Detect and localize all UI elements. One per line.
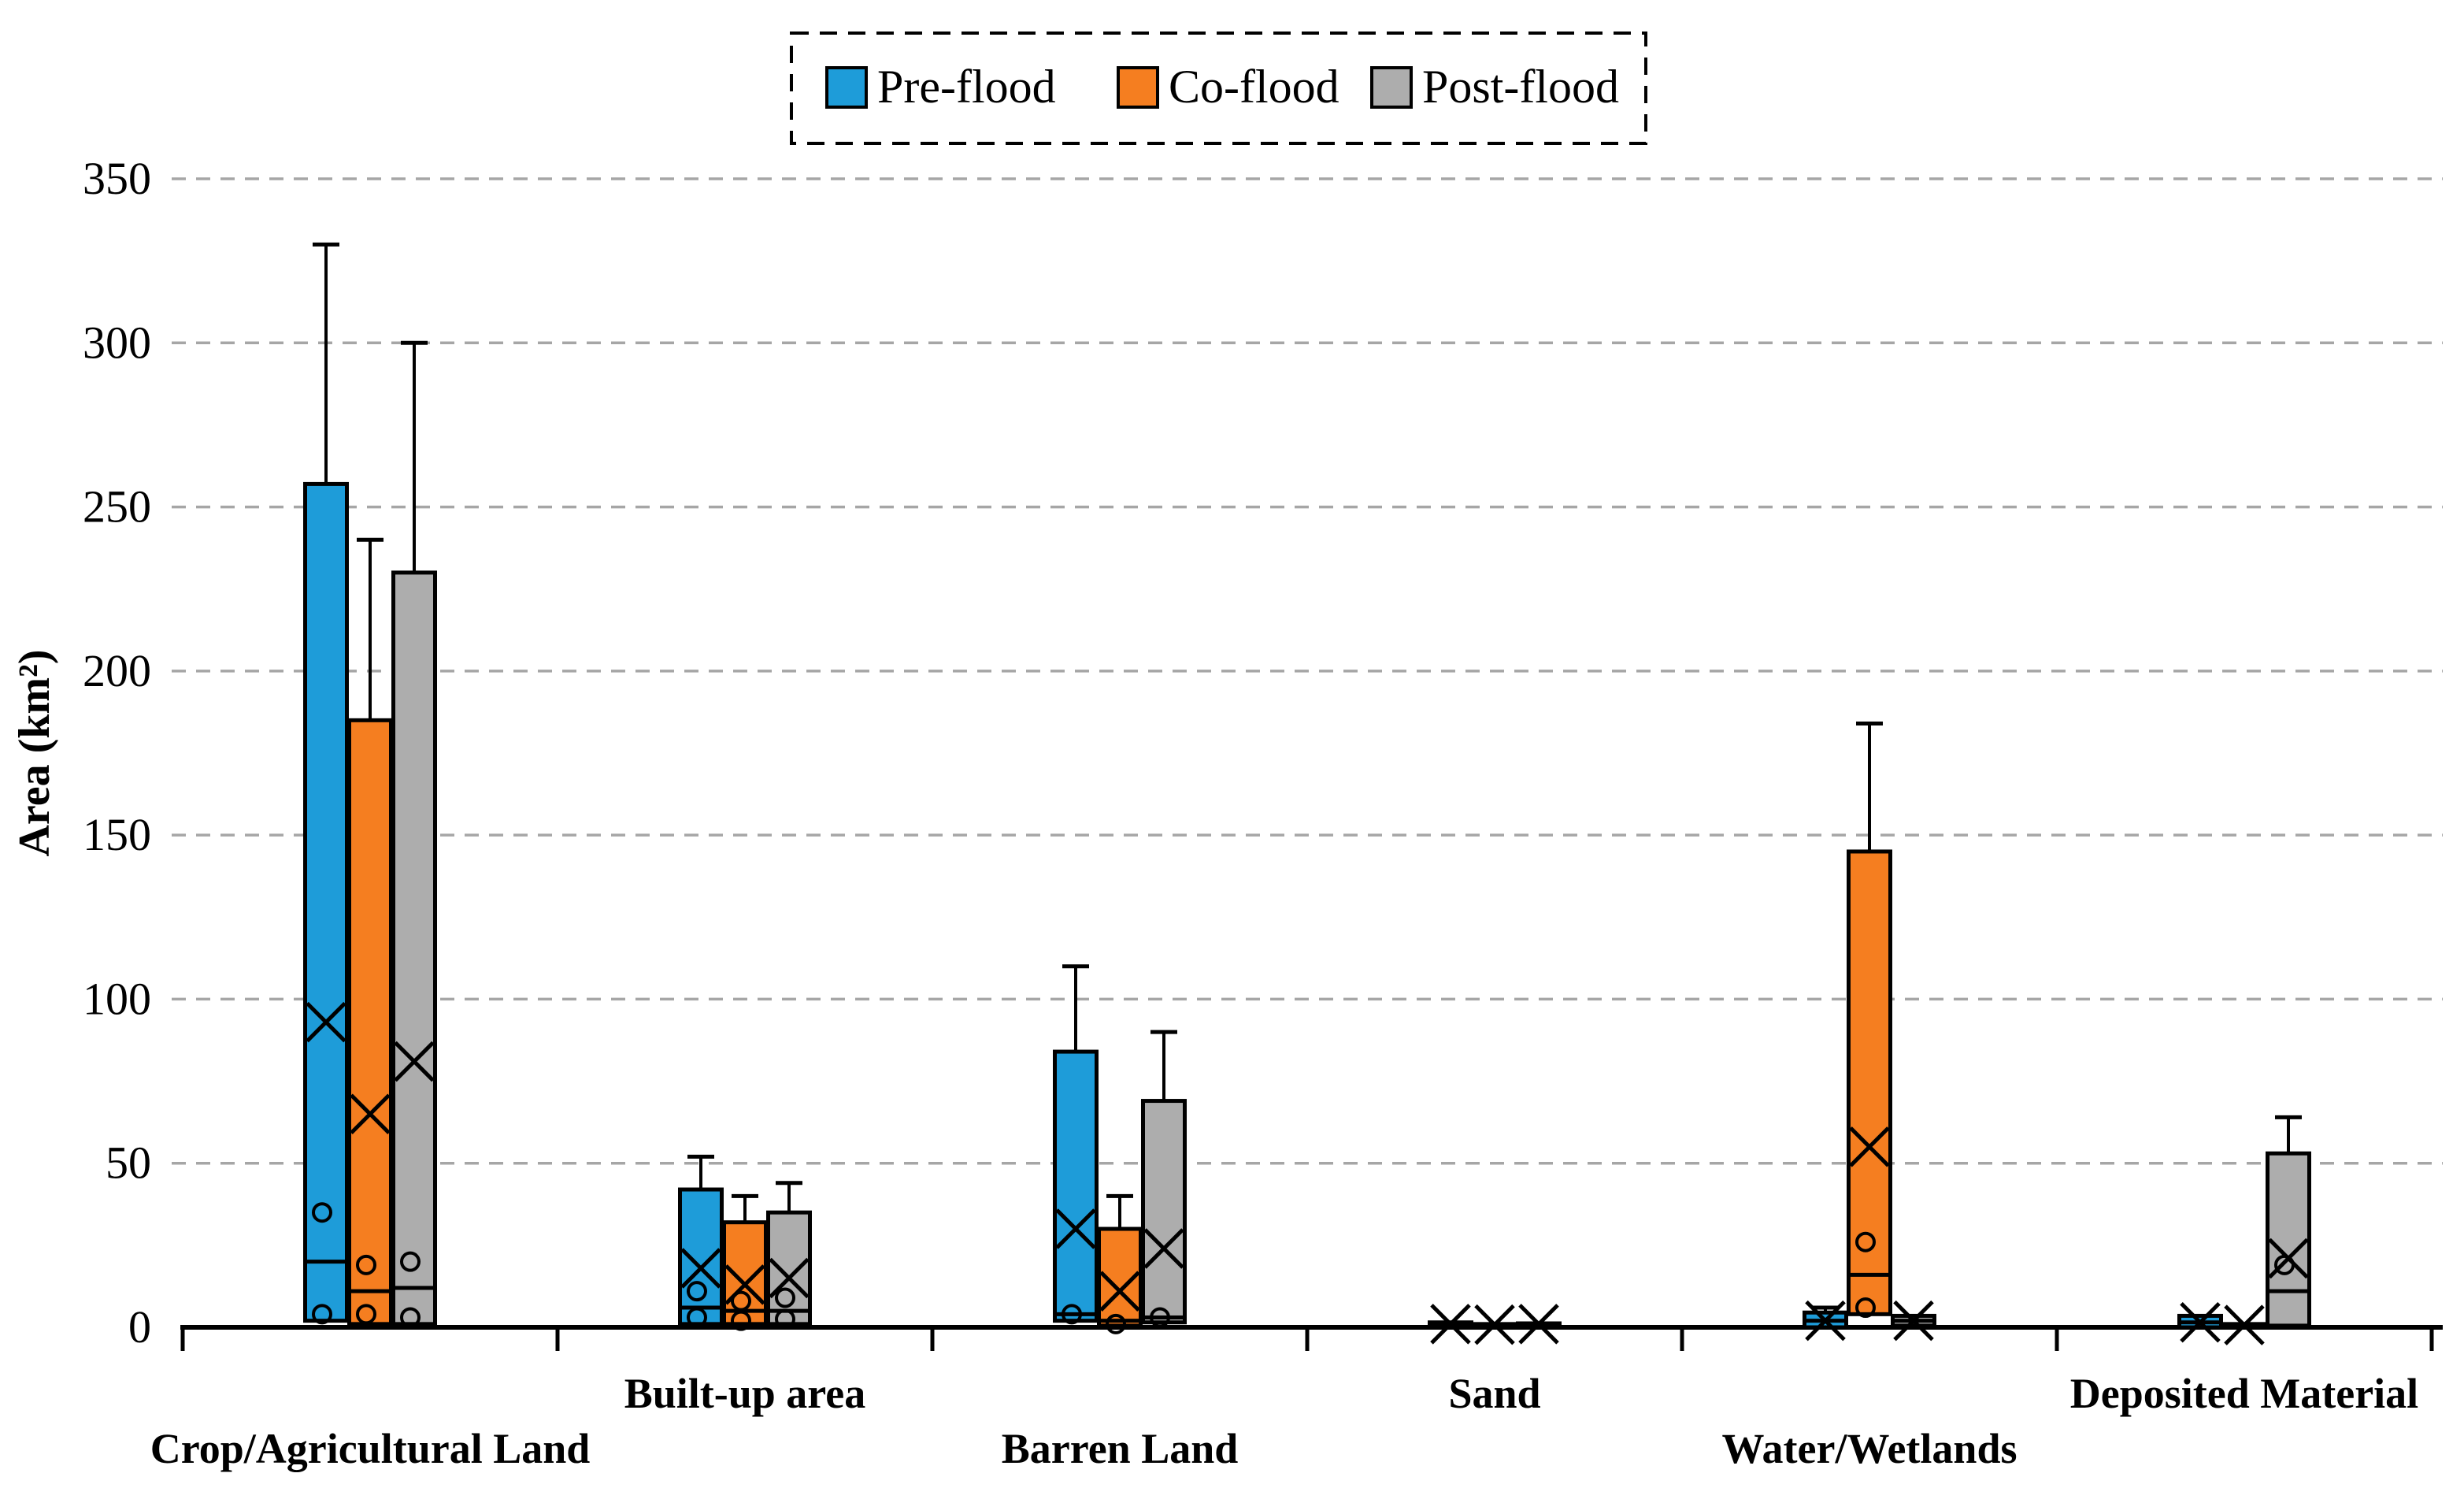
legend-label: Pre-flood xyxy=(877,61,1056,113)
y-tick-label: 0 xyxy=(128,1301,151,1353)
mean-marker xyxy=(1805,1300,1846,1341)
outlier-circle xyxy=(775,1287,795,1308)
outlier-circle xyxy=(400,1307,421,1328)
mean-marker xyxy=(1849,1126,1890,1167)
box-group-co-flood-3 xyxy=(1472,1304,1517,1345)
mean-marker xyxy=(769,1257,810,1299)
category-label: Barren Land xyxy=(1002,1425,1239,1472)
box-rect xyxy=(391,570,437,1327)
y-tick-label: 300 xyxy=(83,317,151,368)
mean-marker xyxy=(2224,1304,2265,1345)
mean-marker xyxy=(306,1001,346,1043)
box-group-pre-flood-5 xyxy=(2177,1301,2223,1343)
box-group-post-flood-4 xyxy=(1891,1300,1936,1341)
legend-swatch-post-flood xyxy=(1370,66,1413,109)
category-label: Built-up area xyxy=(624,1370,866,1417)
category-label: Sand xyxy=(1448,1370,1540,1417)
outlier-circle xyxy=(356,1254,376,1275)
box-rect xyxy=(2266,1151,2311,1328)
box-rect xyxy=(1053,1049,1099,1323)
outlier-circle xyxy=(1106,1313,1126,1334)
category-label: Crop/Agricultural Land xyxy=(150,1425,591,1472)
category-label: Water/Wetlands xyxy=(1722,1425,2018,1472)
box-group-pre-flood-3 xyxy=(1428,1304,1473,1345)
legend-label: Post-flood xyxy=(1422,61,1619,113)
y-tick-label: 100 xyxy=(83,973,151,1024)
outlier-circle xyxy=(1062,1304,1082,1325)
box-group-post-flood-3 xyxy=(1516,1304,1562,1345)
legend-swatch-pre-flood xyxy=(825,66,868,109)
box-group-pre-flood-0 xyxy=(303,242,349,1325)
legend-swatch-co-flood xyxy=(1117,66,1159,109)
box-group-co-flood-4 xyxy=(1847,722,1892,1319)
box-rect xyxy=(1141,1099,1187,1325)
mean-marker xyxy=(394,1041,435,1082)
box-group-pre-flood-4 xyxy=(1803,1300,1848,1341)
mean-marker xyxy=(1430,1304,1471,1345)
box-rect xyxy=(303,481,349,1323)
mean-marker xyxy=(350,1093,391,1134)
outlier-circle xyxy=(731,1310,751,1331)
box-group-post-flood-2 xyxy=(1141,1030,1187,1328)
outlier-circle xyxy=(775,1308,795,1330)
box-group-co-flood-5 xyxy=(2221,1304,2267,1345)
box-group-pre-flood-2 xyxy=(1053,964,1099,1325)
box-group-pre-flood-1 xyxy=(678,1154,724,1328)
outlier-circle xyxy=(400,1251,421,1272)
box-rect xyxy=(766,1210,812,1327)
outlier-circle xyxy=(731,1290,751,1312)
mean-marker xyxy=(2268,1238,2309,1279)
box-rect xyxy=(347,718,393,1327)
y-tick-label: 350 xyxy=(83,153,151,204)
outlier-circle xyxy=(356,1304,376,1325)
box-group-co-flood-1 xyxy=(722,1193,768,1331)
outlier-circle xyxy=(1855,1297,1876,1319)
y-axis-title: Area (km²) xyxy=(10,649,59,856)
outlier-circle xyxy=(687,1281,707,1302)
box-group-post-flood-5 xyxy=(2266,1115,2311,1328)
mean-marker xyxy=(680,1248,721,1289)
box-rect xyxy=(678,1187,724,1327)
y-tick-label: 50 xyxy=(106,1137,151,1189)
box-group-co-flood-0 xyxy=(347,537,393,1327)
category-label: Deposited Material xyxy=(2070,1370,2418,1417)
y-tick-label: 250 xyxy=(83,481,151,532)
y-tick-label: 150 xyxy=(83,809,151,860)
outlier-circle xyxy=(1150,1307,1170,1328)
y-tick-label: 200 xyxy=(83,645,151,696)
legend-label: Co-flood xyxy=(1169,61,1339,113)
mean-marker xyxy=(1474,1304,1515,1345)
mean-marker xyxy=(1143,1228,1184,1269)
mean-marker xyxy=(1055,1208,1096,1249)
outlier-circle xyxy=(687,1307,707,1328)
outlier-circle xyxy=(312,1202,332,1223)
legend-box xyxy=(790,32,1647,145)
box-group-post-flood-1 xyxy=(766,1181,812,1330)
box-group-co-flood-2 xyxy=(1097,1193,1143,1334)
mean-marker xyxy=(1099,1271,1140,1312)
mean-marker xyxy=(1518,1304,1559,1345)
outlier-circle xyxy=(312,1304,332,1325)
outlier-circle xyxy=(1855,1231,1876,1252)
mean-marker xyxy=(2180,1301,2221,1343)
box-group-post-flood-0 xyxy=(391,340,437,1328)
mean-marker xyxy=(1893,1300,1934,1341)
box-rect xyxy=(1847,849,1892,1316)
mean-marker xyxy=(724,1264,765,1305)
